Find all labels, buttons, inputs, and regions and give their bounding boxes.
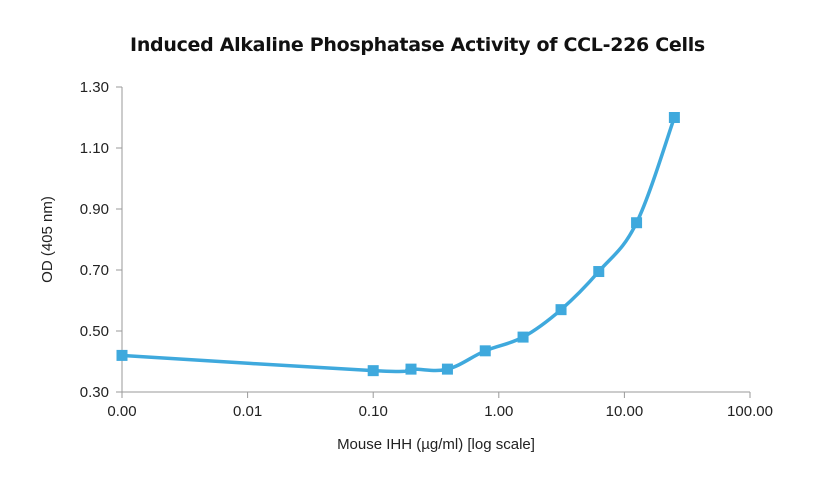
data-point (631, 217, 643, 229)
x-tick-label: 0.00 (107, 403, 136, 420)
data-point (441, 363, 453, 375)
y-tick-label: 0.70 (80, 262, 109, 279)
data-point (555, 304, 567, 316)
data-point (116, 349, 128, 361)
x-tick-label: 10.00 (606, 403, 644, 420)
x-tick-label: 0.10 (359, 403, 388, 420)
y-tick-label: 1.30 (80, 79, 109, 96)
x-tick-label: 1.00 (484, 403, 513, 420)
y-tick-label: 1.10 (80, 140, 109, 157)
data-point (405, 363, 417, 375)
x-tick-label: 100.00 (727, 403, 773, 420)
data-point (517, 331, 529, 343)
chart-title: Induced Alkaline Phosphatase Activity of… (130, 34, 705, 56)
y-tick-label: 0.50 (80, 323, 109, 340)
data-point (479, 345, 491, 357)
x-tick-label: 0.01 (233, 403, 262, 420)
y-tick-label: 0.90 (80, 201, 109, 218)
data-point (367, 365, 379, 377)
y-axis-label: OD (405 nm) (39, 196, 56, 283)
x-axis-label: Mouse IHH (µg/ml) [log scale] (337, 436, 535, 453)
y-tick-label: 0.30 (80, 384, 109, 401)
data-point (668, 112, 680, 123)
series-line (120, 115, 677, 374)
data-point (593, 266, 605, 278)
